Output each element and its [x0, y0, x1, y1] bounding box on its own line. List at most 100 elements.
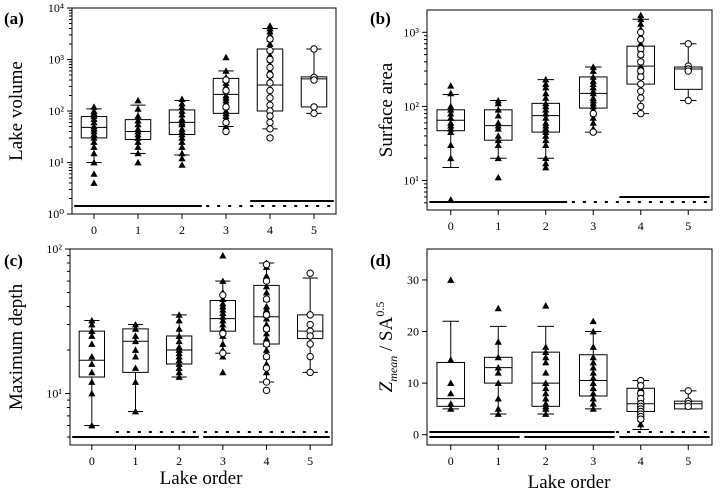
- data-point-triangle: [90, 130, 98, 138]
- data-point-circle: [637, 35, 645, 44]
- data-point-triangle: [542, 394, 550, 402]
- data-point-triangle: [90, 179, 98, 186]
- y-tick-label: 0: [413, 428, 419, 442]
- data-point-triangle: [88, 360, 96, 367]
- data-point-triangle: [219, 252, 227, 259]
- data-point-triangle: [178, 95, 186, 103]
- data-point-triangle: [175, 311, 183, 318]
- data-point-triangle: [88, 389, 96, 397]
- x-tick-label: 2: [176, 454, 182, 468]
- data-point-triangle: [494, 304, 502, 312]
- data-point-triangle: [494, 379, 502, 386]
- data-point-triangle: [589, 384, 597, 392]
- data-point-triangle: [262, 346, 271, 353]
- data-point-triangle: [262, 272, 271, 279]
- x-tick-label: 1: [495, 454, 501, 468]
- data-point-triangle: [178, 138, 186, 145]
- data-point-triangle: [222, 67, 230, 74]
- x-tick-label: 0: [89, 454, 95, 468]
- data-point-circle: [222, 118, 230, 127]
- data-point-circle: [637, 50, 645, 59]
- x-tick-label: 4: [264, 454, 270, 468]
- data-point-triangle: [175, 316, 183, 324]
- data-point-circle: [262, 277, 271, 285]
- data-point-triangle: [494, 99, 502, 107]
- y-tick-label: 10²: [46, 242, 62, 256]
- data-point-circle: [262, 340, 271, 348]
- data-point-triangle: [447, 356, 455, 363]
- data-point-triangle: [494, 154, 502, 162]
- data-point-triangle: [90, 118, 98, 126]
- data-point-triangle: [178, 115, 186, 122]
- data-point-triangle: [542, 83, 550, 91]
- data-point-circle: [222, 127, 230, 136]
- data-point-circle: [262, 325, 271, 333]
- data-point-triangle: [90, 143, 98, 150]
- data-point-triangle: [262, 368, 271, 376]
- data-point-triangle: [222, 53, 230, 61]
- data-point-triangle: [447, 405, 455, 412]
- x-tick-label: 0: [448, 454, 454, 468]
- data-point-circle: [306, 352, 314, 361]
- data-point-triangle: [494, 125, 502, 132]
- data-point-circle: [262, 260, 271, 269]
- data-point-triangle: [542, 128, 550, 135]
- data-point-circle: [637, 87, 645, 95]
- data-point-triangle: [134, 96, 142, 104]
- data-point-triangle: [637, 420, 645, 428]
- data-point-circle: [306, 340, 314, 348]
- data-point-triangle: [589, 364, 597, 371]
- y-tick-label: 10²: [48, 104, 64, 118]
- data-point-triangle: [637, 11, 645, 19]
- data-point-triangle: [88, 421, 96, 429]
- data-point-triangle: [131, 364, 140, 371]
- data-point-triangle: [178, 143, 186, 150]
- data-point-triangle: [175, 349, 183, 357]
- data-point-circle: [262, 295, 271, 303]
- data-point-triangle: [637, 20, 645, 27]
- x-tick-label: 5: [307, 454, 313, 468]
- data-point-triangle: [494, 405, 502, 412]
- data-point-circle: [637, 381, 645, 390]
- data-point-triangle: [178, 149, 186, 157]
- data-point-circle: [306, 332, 314, 340]
- data-point-triangle: [589, 83, 597, 91]
- data-point-triangle: [542, 348, 550, 356]
- data-point-triangle: [542, 109, 550, 117]
- data-point-circle: [266, 125, 274, 133]
- data-point-circle: [589, 109, 597, 118]
- data-point-triangle: [542, 89, 550, 97]
- data-point-triangle: [219, 368, 227, 376]
- data-point-triangle: [542, 358, 550, 366]
- data-point-triangle: [219, 306, 227, 313]
- data-point-triangle: [589, 80, 597, 87]
- data-point-triangle: [266, 27, 274, 35]
- data-point-circle: [262, 386, 271, 395]
- x-tick-label: 2: [543, 454, 549, 468]
- data-point-triangle: [589, 89, 597, 97]
- y-tick-label: 10¹: [403, 174, 419, 188]
- data-point-triangle: [90, 149, 98, 157]
- data-point-triangle: [494, 369, 502, 376]
- y-axis-label: Zmean / SA0.5: [373, 302, 400, 393]
- plot-frame: [71, 7, 337, 215]
- data-point-circle: [266, 46, 274, 55]
- data-point-circle: [266, 63, 274, 72]
- y-tick-label: 30: [407, 273, 419, 287]
- data-point-triangle: [447, 109, 455, 117]
- data-point-triangle: [542, 163, 550, 171]
- data-point-triangle: [88, 327, 96, 335]
- y-tick-label: 10: [407, 376, 419, 390]
- data-point-triangle: [447, 128, 455, 135]
- data-point-triangle: [494, 353, 502, 361]
- y-tick-label: 10⁰: [47, 207, 64, 221]
- y-tick-label: 10¹: [46, 386, 62, 400]
- data-point-triangle: [175, 364, 183, 371]
- data-point-triangle: [494, 106, 502, 113]
- data-point-circle: [310, 103, 318, 111]
- data-point-triangle: [134, 149, 142, 157]
- data-point-triangle: [178, 130, 186, 138]
- data-point-triangle: [494, 136, 502, 144]
- data-point-triangle: [447, 400, 455, 407]
- data-point-circle: [637, 58, 645, 66]
